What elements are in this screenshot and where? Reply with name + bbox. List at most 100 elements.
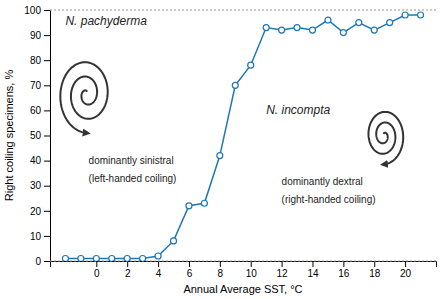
- y-axis-title: Right coiling specimens, %: [3, 70, 15, 202]
- tick-mark: [158, 261, 159, 267]
- tick-mark: [44, 236, 50, 237]
- point: [155, 253, 161, 259]
- tick-mark: [44, 211, 50, 212]
- tick-label: 90: [30, 30, 42, 41]
- tick-mark: [44, 261, 50, 262]
- point: [62, 255, 68, 261]
- tick-label: 70: [30, 80, 42, 91]
- reference-line: [50, 10, 436, 11]
- tick-label: 100: [24, 5, 41, 16]
- tick-label: 40: [30, 155, 42, 166]
- tick: 0: [94, 261, 100, 279]
- point: [171, 238, 177, 244]
- tick-label: 12: [277, 268, 289, 279]
- tick-mark: [312, 261, 313, 267]
- marks: [62, 12, 423, 261]
- tick-label: 18: [369, 268, 381, 279]
- point: [371, 27, 377, 33]
- point: [124, 255, 130, 261]
- tick: 4: [156, 261, 162, 279]
- annotation: N. incompta: [266, 103, 330, 117]
- tick: 10: [30, 231, 50, 242]
- tick: 30: [30, 180, 50, 191]
- tick-mark: [374, 261, 375, 267]
- tick: 80: [30, 55, 50, 66]
- point: [140, 255, 146, 261]
- tick-label: 30: [30, 180, 42, 191]
- tick: 40: [30, 155, 50, 166]
- tick-mark: [44, 186, 50, 187]
- tick-mark: [44, 136, 50, 137]
- point: [387, 20, 393, 26]
- line: [65, 15, 420, 258]
- point: [294, 25, 300, 31]
- tick: 16: [338, 261, 350, 279]
- tick-label: 4: [156, 268, 162, 279]
- tick: 18: [369, 261, 381, 279]
- tick-mark: [44, 10, 50, 11]
- tick: 50: [30, 130, 50, 141]
- point: [263, 25, 269, 31]
- point: [186, 203, 192, 209]
- point: [201, 200, 207, 206]
- axis-line: [44, 11, 51, 262]
- point: [109, 255, 115, 261]
- tick-mark: [127, 261, 128, 267]
- point: [279, 27, 285, 33]
- tick-mark: [44, 110, 50, 111]
- annotation: (left-handed coiling): [89, 173, 177, 184]
- tick-label: 0: [35, 256, 41, 267]
- tick: 70: [30, 80, 50, 91]
- tick: 14: [307, 261, 319, 279]
- tick: 2: [125, 261, 131, 279]
- point: [402, 12, 408, 18]
- tick: 60: [30, 105, 50, 116]
- tick-mark: [220, 261, 221, 267]
- chart: 024681012141618200102030405060708090100N…: [0, 0, 448, 299]
- tick-label: 20: [400, 268, 412, 279]
- tick: 0: [35, 256, 50, 267]
- tick: 20: [400, 261, 412, 279]
- tick-label: 8: [218, 268, 224, 279]
- tick: 20: [30, 206, 50, 217]
- tick-mark: [44, 35, 50, 36]
- tick-mark: [96, 261, 97, 267]
- point: [309, 27, 315, 33]
- x-axis-title: Annual Average SST, °C: [183, 283, 302, 295]
- spiral: [60, 62, 107, 133]
- point: [356, 20, 362, 26]
- tick-mark: [343, 261, 344, 267]
- tick: 6: [187, 261, 193, 279]
- axis-line: [51, 262, 437, 268]
- tick-label: 16: [338, 268, 350, 279]
- tick-label: 50: [30, 130, 42, 141]
- tick: 90: [30, 30, 50, 41]
- point: [418, 12, 424, 18]
- tick-mark: [44, 85, 50, 86]
- annotations: N. pachyderma N. incompta dominantly sinis…: [65, 14, 375, 205]
- tick-label: 14: [307, 268, 319, 279]
- point: [325, 17, 331, 23]
- annotation: N. pachyderma: [65, 14, 147, 28]
- point: [248, 62, 254, 68]
- tick: 100: [24, 5, 50, 16]
- tick-mark: [251, 261, 252, 267]
- tick-mark: [189, 261, 190, 267]
- annotation: dominantly sinistral: [89, 155, 174, 166]
- tick-mark: [44, 161, 50, 162]
- reference-lines: [50, 10, 436, 261]
- point: [78, 255, 84, 261]
- tick: 12: [277, 261, 289, 279]
- plot: 024681012141618200102030405060708090100N…: [24, 5, 436, 279]
- tick-label: 6: [187, 268, 193, 279]
- point: [232, 82, 238, 88]
- tick-mark: [44, 60, 50, 61]
- reference-line: [50, 261, 436, 262]
- tick-label: 0: [94, 268, 100, 279]
- x-axis: 02468101214161820: [51, 261, 437, 279]
- tick-label: 20: [30, 206, 42, 217]
- tick-mark: [282, 261, 283, 267]
- point: [93, 255, 99, 261]
- tick-mark: [405, 261, 406, 267]
- point: [340, 30, 346, 36]
